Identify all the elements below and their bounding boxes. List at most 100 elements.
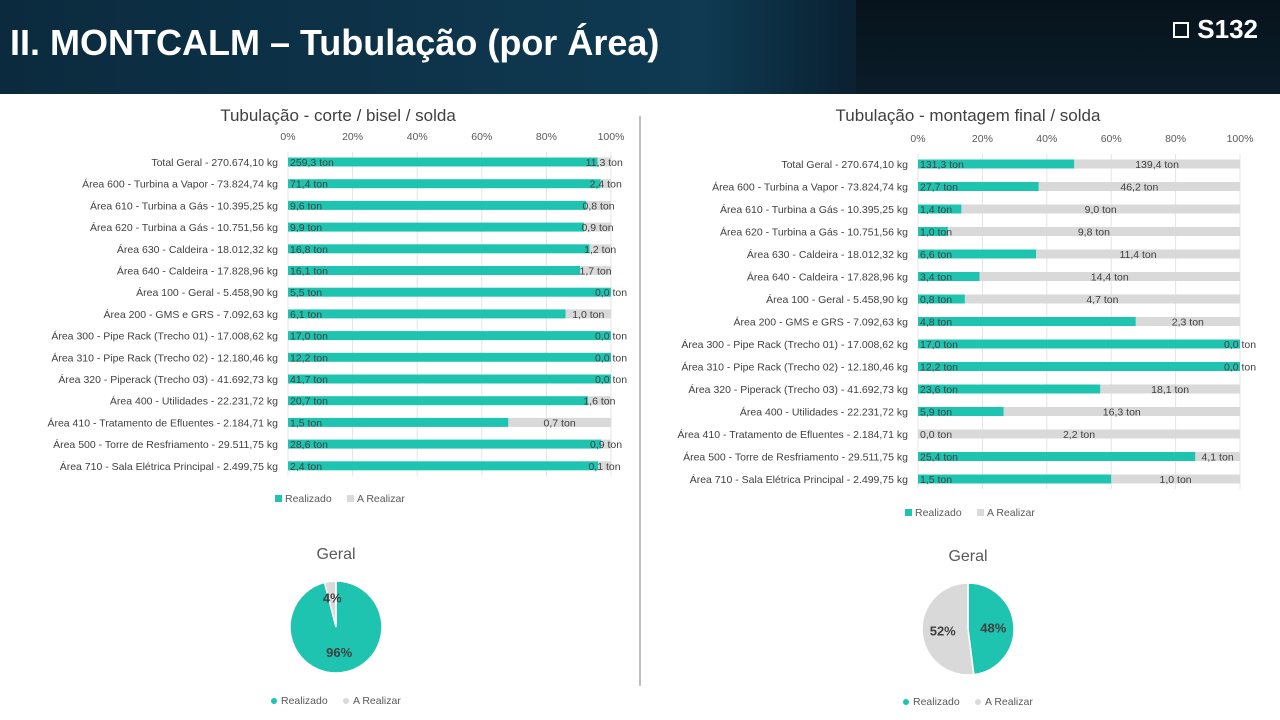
bar-a-realizar	[586, 200, 611, 210]
bar-a-realizar	[508, 417, 611, 427]
bar-realizado	[288, 352, 611, 362]
bar-a-realizar	[587, 396, 611, 406]
x-tick-label: 100%	[598, 131, 625, 143]
data-label-a-realizar: 9,8 ton	[1078, 227, 1110, 239]
bar-realizado	[918, 384, 1101, 394]
bar-realizado	[918, 474, 1112, 484]
legend-swatch-realizado	[905, 509, 912, 516]
category-label: Área 100 - Geral - 5.458,90 kg	[136, 286, 278, 299]
data-label-realizado: 20,7 ton	[290, 396, 328, 408]
bar-realizado	[918, 317, 1136, 326]
bar-realizado	[288, 461, 599, 471]
slide-header: II. MONTCALM – Tubulação (por Área) S132	[0, 0, 1280, 94]
pie-slice-a-realizar	[323, 580, 337, 628]
pie-slice-realizado	[967, 582, 1015, 676]
data-label-a-realizar: 1,0 ton	[1160, 474, 1192, 486]
data-label-a-realizar: 0,0 ton	[1224, 362, 1256, 374]
bar-chart-corte-bisel-solda: Tubulação - corte / bisel / solda 0% 20% 40…	[47, 106, 627, 505]
data-label-a-realizar: 0,8 ton	[583, 200, 615, 212]
data-label-a-realizar: 1,7 ton	[580, 266, 612, 278]
data-label-a-realizar: 18,1 ton	[1151, 384, 1189, 396]
x-tick-label: 80%	[536, 131, 557, 143]
pie-slice-label: 48%	[980, 620, 1006, 635]
bar-realizado	[918, 204, 962, 214]
x-tick-label: 0%	[280, 131, 295, 143]
data-label-a-realizar: 0,0 ton	[595, 352, 627, 364]
category-label: Área 630 - Caldeira - 18.012,32 kg	[747, 248, 908, 261]
data-label-realizado: 12,2 ton	[290, 352, 328, 364]
bar-a-realizar	[961, 204, 1240, 214]
category-label: Área 300 - Pipe Rack (Trecho 01) - 17.00…	[51, 330, 278, 343]
category-label: Área 400 - Utilidades - 22.231,72 kg	[740, 406, 908, 419]
data-label-realizado: 1,0 ton	[920, 227, 952, 239]
pie-slice-a-realizar	[921, 582, 975, 676]
data-label-realizado: 17,0 ton	[290, 331, 328, 343]
legend-label-a-realizar: A Realizar	[985, 696, 1033, 708]
data-label-realizado: 5,5 ton	[290, 287, 322, 299]
category-label: Total Geral - 270.674,10 kg	[151, 157, 278, 169]
bar-a-realizar	[597, 157, 611, 167]
slide-title: II. MONTCALM – Tubulação (por Área)	[10, 22, 660, 63]
bar-realizado	[288, 417, 509, 427]
data-label-a-realizar: 2,2 ton	[1063, 429, 1095, 441]
chart-title: Tubulação - montagem final / solda	[836, 106, 1101, 125]
legend-label-a-realizar: A Realizar	[987, 507, 1035, 519]
bar-a-realizar	[1100, 384, 1240, 394]
data-label-realizado: 4,8 ton	[920, 317, 952, 329]
data-label-a-realizar: 0,0 ton	[595, 331, 627, 343]
bar-realizado	[918, 339, 1240, 349]
data-label-a-realizar: 2,3 ton	[1172, 317, 1204, 329]
bar-a-realizar	[584, 222, 611, 232]
data-label-realizado: 1,5 ton	[920, 474, 952, 486]
data-label-a-realizar: 1,2 ton	[584, 244, 616, 256]
data-label-a-realizar: 0,9 ton	[590, 439, 622, 451]
bar-realizado	[918, 272, 980, 281]
bar-realizado	[918, 452, 1196, 461]
bar-a-realizar	[1195, 452, 1240, 461]
bar-a-realizar	[598, 461, 611, 471]
bar-a-realizar	[580, 266, 611, 275]
x-tick-label: 80%	[1165, 133, 1186, 145]
bar-a-realizar	[1003, 407, 1240, 416]
data-label-a-realizar: 46,2 ton	[1120, 182, 1158, 194]
slide-code-label: S132	[1197, 14, 1258, 44]
x-tick-label: 60%	[471, 131, 492, 143]
legend-label-realizado: Realizado	[285, 493, 332, 505]
bar-a-realizar	[918, 429, 1240, 439]
bar-a-realizar	[601, 439, 611, 449]
data-label-a-realizar: 0,0 ton	[595, 374, 627, 386]
category-label: Área 600 - Turbina a Vapor - 73.824,74 k…	[712, 181, 908, 194]
data-label-realizado: 5,9 ton	[920, 407, 952, 419]
data-label-realizado: 3,4 ton	[920, 272, 952, 284]
header-dark-panel	[856, 0, 1280, 94]
data-label-a-realizar: 9,0 ton	[1085, 204, 1117, 216]
category-label: Área 320 - Piperack (Trecho 03) - 41.692…	[58, 373, 278, 386]
bar-realizado	[288, 222, 585, 232]
bar-realizado	[288, 374, 611, 384]
category-label: Área 410 - Tratamento de Efluentes - 2.1…	[47, 416, 278, 429]
bar-a-realizar	[589, 244, 611, 254]
checkbox-square-icon	[1173, 21, 1190, 38]
bar-realizado	[288, 331, 611, 341]
data-label-a-realizar: 2,4 ton	[590, 179, 622, 191]
x-tick-label: 60%	[1101, 133, 1122, 145]
data-label-realizado: 1,5 ton	[290, 417, 322, 429]
data-label-realizado: 17,0 ton	[920, 339, 958, 351]
pie-chart-geral-montagem: Geral 48% 52% Realizado A Realizar	[903, 548, 1033, 708]
x-tick-label: 40%	[1036, 133, 1057, 145]
data-label-a-realizar: 0,7 ton	[544, 417, 576, 429]
category-label: Área 500 - Torre de Resfriamento - 29.51…	[683, 451, 908, 464]
bar-realizado	[918, 362, 1240, 371]
data-label-a-realizar: 139,4 ton	[1135, 159, 1179, 171]
category-label: Área 640 - Caldeira - 17.828,96 kg	[117, 265, 278, 278]
x-tick-label: 20%	[342, 131, 363, 143]
bar-a-realizar	[1038, 182, 1240, 191]
x-tick-label: 20%	[972, 133, 993, 145]
bar-realizado	[918, 249, 1037, 259]
bar-realizado	[288, 287, 611, 297]
bar-realizado	[918, 227, 948, 236]
category-label: Área 300 - Pipe Rack (Trecho 01) - 17.00…	[681, 338, 908, 351]
data-label-a-realizar: 4,7 ton	[1086, 294, 1118, 306]
bar-realizado	[288, 309, 566, 319]
data-label-realizado: 131,3 ton	[920, 159, 964, 171]
